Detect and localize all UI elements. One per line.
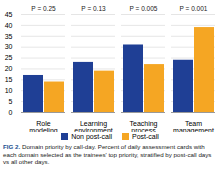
html-text:Post-call: Post-call <box>132 133 159 140</box>
svg-text:P = 0.005: P = 0.005 <box>130 5 158 12</box>
svg-text:Rolemodeling: Rolemodeling <box>29 120 58 132</box>
svg-text:25: 25 <box>5 54 13 61</box>
svg-text:40: 40 <box>5 22 13 29</box>
svg-text:Teachingprocess: Teachingprocess <box>129 120 157 132</box>
svg-text:20: 20 <box>5 65 13 72</box>
svg-text:0: 0 <box>9 109 13 116</box>
svg-text:P = 0.001: P = 0.001 <box>180 5 208 12</box>
svg-text:Teammanagement: Teammanagement <box>173 120 214 132</box>
svg-text:30: 30 <box>5 43 13 50</box>
svg-text:10: 10 <box>5 87 13 94</box>
svg-text:Learningenvironment: Learningenvironment <box>74 120 113 132</box>
html-text:Non post-call: Non post-call <box>71 133 112 140</box>
svg-text:45: 45 <box>5 11 13 18</box>
svg-text:5: 5 <box>9 98 13 105</box>
svg-text:35: 35 <box>5 33 13 40</box>
svg-text:P = 0.13: P = 0.13 <box>81 5 106 12</box>
svg-text:15: 15 <box>5 76 13 83</box>
html-text:FIG 2. Domain priority by call: FIG 2. Domain priority by call-day. Perc… <box>3 143 212 166</box>
svg-text:P = 0.25: P = 0.25 <box>31 5 56 12</box>
